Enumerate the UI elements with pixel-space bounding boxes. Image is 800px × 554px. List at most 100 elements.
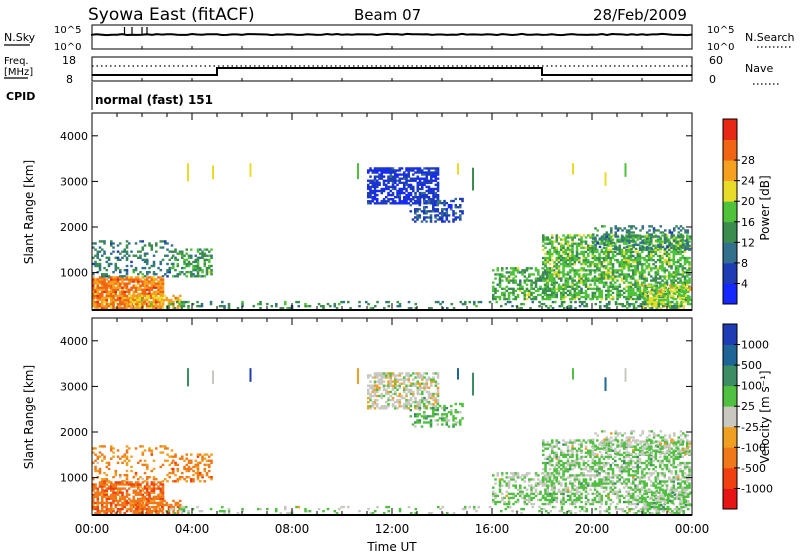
power-cell: [152, 298, 156, 302]
power-cell: [607, 275, 610, 278]
power-cell: [434, 183, 438, 187]
power-cell: [582, 258, 586, 262]
velocity-cell: [546, 488, 550, 491]
power-cell: [382, 200, 386, 203]
velocity-cell: [416, 386, 420, 389]
power-cell: [152, 278, 156, 281]
power-cell: [103, 275, 106, 278]
power-cell: [430, 198, 433, 201]
power-cell: [145, 307, 148, 310]
power-cell: [430, 179, 433, 182]
power-cell: [445, 210, 449, 213]
power-cell: [662, 302, 665, 306]
velocity-cell: [92, 497, 95, 501]
velocity-cell: [105, 465, 109, 469]
velocity-cell: [367, 374, 370, 377]
velocity-cell: [505, 484, 509, 487]
power-cell: [655, 229, 658, 232]
power-cell: [618, 283, 622, 286]
power-cell: [425, 210, 428, 213]
power-cell: [143, 254, 147, 257]
power-cell: [666, 302, 670, 306]
velocity-cell: [525, 494, 529, 498]
power-cell: [603, 243, 606, 246]
velocity-cell: [165, 501, 169, 505]
power-cell: [447, 203, 451, 207]
velocity-cell: [418, 384, 422, 387]
power-cell: [205, 271, 209, 274]
velocity-cell: [139, 485, 142, 488]
velocity-cell: [553, 486, 556, 489]
power-cell: [194, 258, 198, 262]
power-cell: [98, 278, 102, 281]
power-cell: [376, 198, 379, 201]
power-cell: [447, 214, 451, 217]
power-cell: [132, 290, 136, 293]
power-cell: [130, 288, 133, 291]
power-cell: [445, 212, 449, 215]
power-cell: [152, 300, 156, 304]
velocity-cell: [425, 386, 429, 389]
velocity-cell: [546, 498, 550, 502]
velocity-cell: [174, 463, 177, 467]
power-cell: [423, 193, 426, 197]
velocity-cell: [412, 382, 415, 385]
power-cell: [589, 244, 592, 247]
power-cell: [136, 300, 139, 304]
power-cell: [656, 238, 660, 241]
velocity-cell: [544, 447, 547, 450]
power-cell: [521, 287, 524, 291]
power-cell: [625, 242, 628, 245]
power-cell: [546, 267, 550, 270]
power-cell: [514, 281, 518, 284]
power-cell: [199, 256, 202, 259]
power-cell: [669, 302, 672, 306]
power-cell: [571, 285, 574, 288]
power-cell: [121, 307, 124, 310]
power-cell: [391, 202, 395, 205]
power-cell: [660, 284, 663, 287]
velocity-cell: [548, 468, 552, 471]
power-cell: [96, 262, 100, 266]
power-cell: [641, 271, 644, 274]
power-cell: [176, 296, 180, 300]
velocity-cell: [105, 501, 109, 505]
power-cell: [584, 242, 588, 245]
velocity-heatmap: [92, 368, 692, 515]
velocity-cell: [523, 502, 527, 506]
power-cell: [501, 267, 504, 270]
power-cell: [632, 269, 635, 272]
power-cell: [146, 276, 149, 279]
power-cell: [210, 268, 213, 272]
velocity-cell: [528, 484, 531, 487]
power-cell: [686, 275, 689, 278]
velocity-cell: [367, 405, 370, 408]
power-cell: [642, 304, 645, 308]
power-cell: [548, 297, 552, 301]
power-cell: [607, 242, 610, 245]
power-cell: [625, 229, 629, 232]
power-cell: [110, 282, 113, 285]
power-cell: [443, 212, 446, 215]
power-cell: [562, 269, 565, 272]
power-cell: [112, 288, 115, 291]
power-cell: [591, 291, 595, 295]
power-cell: [620, 254, 624, 258]
power-cell: [575, 258, 579, 262]
power-cell: [623, 281, 626, 284]
power-cell: [573, 289, 577, 293]
velocity-cell: [434, 384, 438, 387]
power-cell: [532, 281, 536, 284]
power-cell: [593, 269, 597, 272]
power-cell: [101, 296, 104, 300]
power-cell: [110, 244, 113, 247]
power-cell: [208, 260, 211, 264]
power-cell: [587, 279, 590, 282]
power-cell: [519, 285, 522, 288]
velocity-cell: [387, 396, 390, 400]
velocity-cell: [185, 457, 189, 460]
power-cell: [387, 198, 390, 201]
power-cell: [112, 296, 115, 300]
power-cell: [688, 263, 691, 266]
power-cell: [414, 216, 417, 219]
